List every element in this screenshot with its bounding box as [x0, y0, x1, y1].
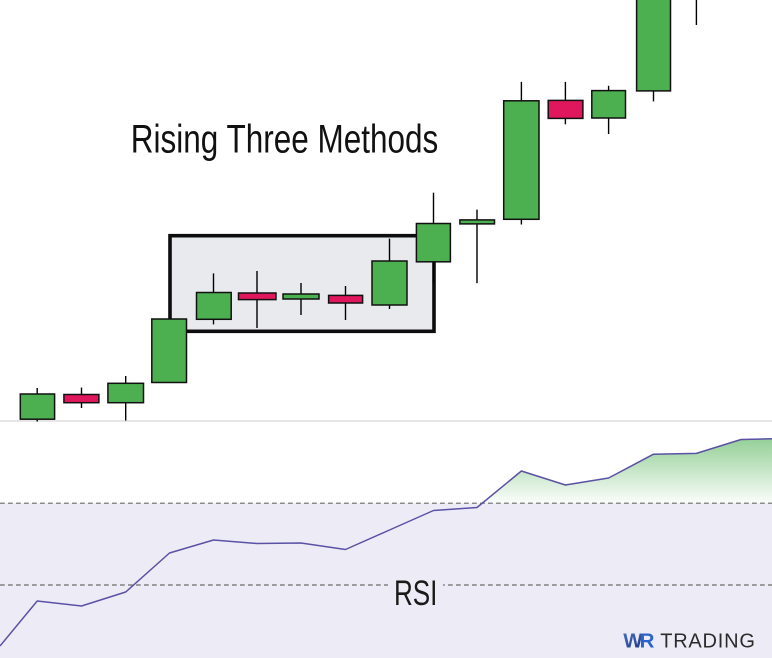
svg-text:TRADING: TRADING: [660, 630, 755, 652]
svg-text:W: W: [623, 629, 643, 652]
svg-text:Rising Three Methods: Rising Three Methods: [131, 118, 439, 162]
svg-text:R: R: [640, 629, 655, 652]
svg-text:RSI: RSI: [394, 574, 438, 613]
